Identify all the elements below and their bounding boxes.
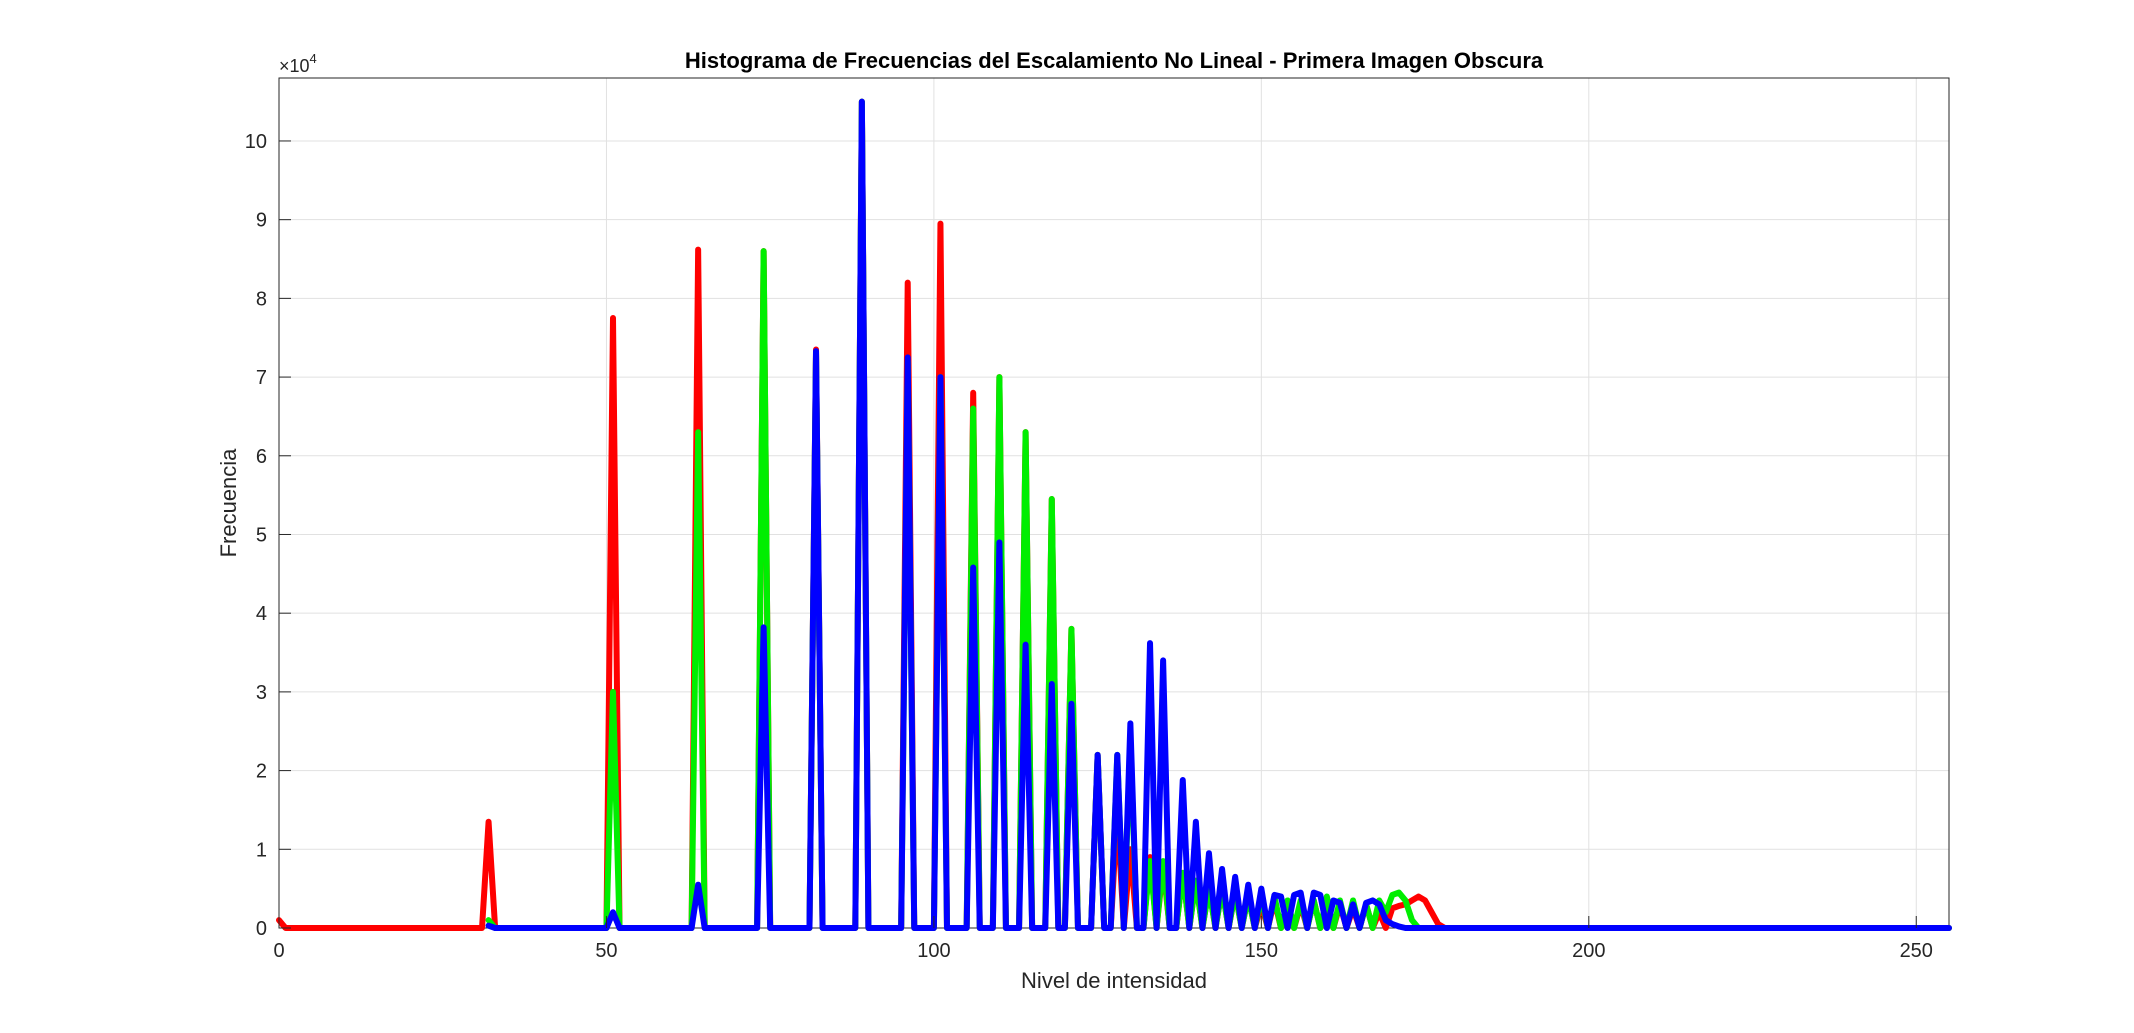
chart-title: Histograma de Frecuencias del Escalamien…: [685, 48, 1544, 73]
series-layer: [276, 98, 1952, 931]
y-axis-exponent-base: ×10: [279, 56, 310, 76]
x-tick-label: 250: [1900, 940, 1933, 962]
x-axis-ticks: 0 50 100 150 200 250: [273, 916, 1933, 962]
y-tick-label: 10: [245, 131, 267, 153]
y-tick-label: 1: [256, 839, 267, 861]
y-tick-label: 4: [256, 603, 267, 625]
series-line-3: [485, 98, 1952, 931]
y-axis-ticks: 0 1 2 3 4 5 6 7 8 9 10: [245, 131, 291, 940]
y-tick-label: 6: [256, 446, 267, 468]
x-tick-label: 200: [1572, 940, 1605, 962]
grid-lines: [278, 78, 1949, 929]
y-axis-label: Frecuencia: [216, 448, 241, 558]
y-tick-label: 9: [256, 210, 267, 232]
y-tick-label: 8: [256, 288, 267, 310]
x-tick-label: 50: [595, 940, 617, 962]
y-tick-label: 7: [256, 367, 267, 389]
y-tick-label: 2: [256, 761, 267, 783]
series-line-2: [485, 98, 1952, 931]
y-axis-exponent-power: 4: [310, 51, 317, 66]
x-axis-label: Nivel de intensidad: [1021, 968, 1207, 993]
x-tick-label: 0: [273, 940, 284, 962]
y-axis-exponent: ×104: [279, 51, 317, 76]
x-tick-label: 150: [1245, 940, 1278, 962]
plot-area: [278, 77, 1950, 929]
y-tick-label: 5: [256, 524, 267, 546]
y-tick-label: 0: [256, 918, 267, 940]
y-tick-label: 3: [256, 682, 267, 704]
x-tick-label: 100: [917, 940, 950, 962]
